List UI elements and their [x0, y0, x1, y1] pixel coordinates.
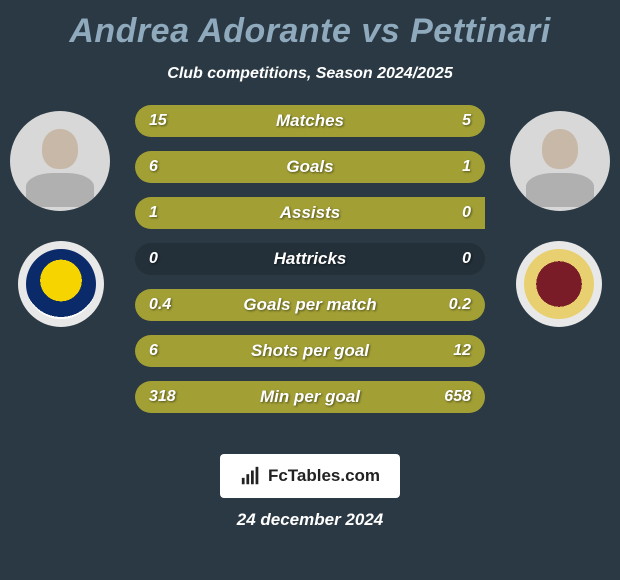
player-left-avatar — [10, 111, 110, 211]
stat-row: 00Hattricks — [135, 243, 485, 275]
stat-label: Goals — [135, 151, 485, 183]
stat-row: 155Matches — [135, 105, 485, 137]
source-logo: FcTables.com — [220, 454, 400, 498]
crest-icon — [26, 249, 96, 319]
stat-row: 0.40.2Goals per match — [135, 289, 485, 321]
crest-icon — [524, 249, 594, 319]
stat-row: 612Shots per goal — [135, 335, 485, 367]
stat-label: Min per goal — [135, 381, 485, 413]
stat-row: 318658Min per goal — [135, 381, 485, 413]
stat-row: 10Assists — [135, 197, 485, 229]
page-title: Andrea Adorante vs Pettinari — [0, 0, 620, 51]
stat-label: Matches — [135, 105, 485, 137]
stat-bars: 155Matches 61Goals 10Assists 00Hattricks 0.4… — [135, 105, 485, 427]
player-right-avatar — [510, 111, 610, 211]
stat-label: Hattricks — [135, 243, 485, 275]
stat-label: Goals per match — [135, 289, 485, 321]
date-label: 24 december 2024 — [0, 510, 620, 530]
stat-label: Assists — [135, 197, 485, 229]
comparison-panel: 155Matches61Goals10Assists00Hattricks0.4… — [0, 111, 620, 451]
logo-text: FcTables.com — [268, 466, 380, 486]
club-left-crest — [18, 241, 104, 327]
person-icon — [25, 129, 95, 209]
person-icon — [525, 129, 595, 209]
subtitle: Club competitions, Season 2024/2025 — [0, 65, 620, 83]
club-right-crest — [516, 241, 602, 327]
stat-label: Shots per goal — [135, 335, 485, 367]
stat-row: 61Goals — [135, 151, 485, 183]
chart-icon — [240, 465, 262, 487]
